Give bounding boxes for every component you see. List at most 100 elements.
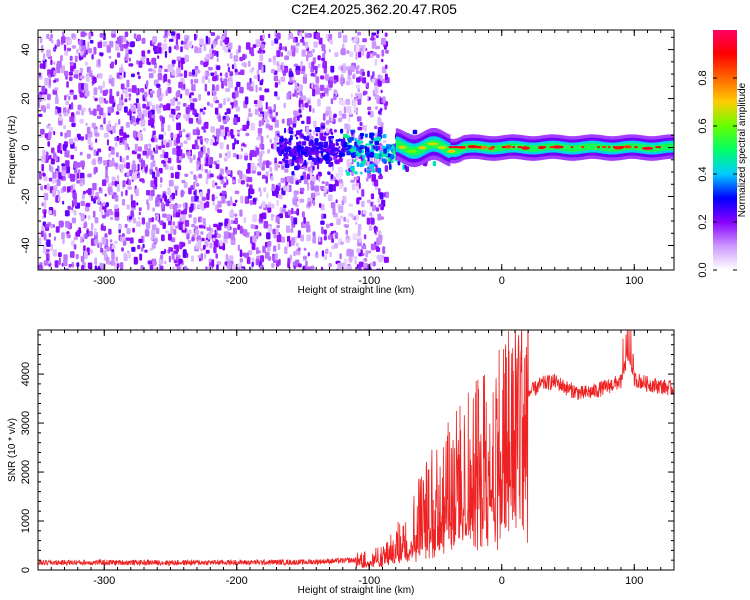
spectrogram-cell bbox=[269, 161, 272, 166]
spectrogram-cell bbox=[235, 106, 240, 110]
spectrogram-cell bbox=[215, 253, 218, 259]
spectrogram-cell bbox=[111, 32, 116, 38]
spectrogram-cell bbox=[375, 207, 380, 212]
spectrogram-cell bbox=[79, 182, 84, 187]
spectrogram-cell bbox=[291, 171, 295, 176]
spectrogram-cell bbox=[76, 180, 81, 184]
spectrogram-cell bbox=[156, 83, 161, 88]
spectrogram-cell bbox=[224, 176, 228, 180]
spectrogram-cell bbox=[68, 186, 71, 193]
spectrogram-cell bbox=[310, 72, 315, 77]
spectrogram-cell bbox=[89, 249, 93, 254]
spectrogram-cell bbox=[377, 118, 382, 126]
spectrogram-cell bbox=[340, 79, 344, 87]
spectrogram-cell bbox=[93, 149, 97, 156]
spectrogram-cell bbox=[109, 74, 113, 80]
spectrogram-cell bbox=[322, 229, 327, 234]
spectrogram-cell bbox=[295, 243, 299, 247]
spectrogram-cell bbox=[162, 213, 167, 218]
spectrogram-cell bbox=[572, 145, 576, 152]
spectrogram-cell bbox=[412, 129, 418, 135]
spectrogram-cell bbox=[196, 163, 199, 172]
spectrogram-cell bbox=[79, 67, 84, 74]
spectrogram-cell bbox=[239, 225, 243, 234]
spectrogram-cell bbox=[306, 224, 311, 233]
spectrogram-peak bbox=[491, 146, 495, 149]
spectrogram-cell bbox=[85, 202, 91, 207]
spectrogram-cell bbox=[321, 44, 326, 52]
spectrogram-cell bbox=[98, 85, 103, 90]
spectrogram-cell bbox=[654, 145, 658, 152]
spectrogram-cell bbox=[208, 66, 213, 71]
spectrogram-cell bbox=[152, 36, 158, 43]
spectrogram-cell bbox=[199, 108, 204, 112]
spectrogram-cell bbox=[55, 155, 58, 162]
spectrogram-cell bbox=[124, 98, 128, 103]
spectrogram-peak bbox=[560, 146, 564, 149]
spectrogram-cell bbox=[111, 180, 115, 186]
spectrogram-cell bbox=[313, 41, 318, 48]
spectrogram-cell bbox=[48, 37, 53, 42]
spectrogram-cell bbox=[46, 49, 51, 58]
spectrogram-cell bbox=[61, 232, 65, 240]
spectrogram-cell bbox=[274, 163, 278, 171]
spectrogram-cell bbox=[361, 50, 365, 56]
spectrogram-cell bbox=[328, 33, 333, 39]
spectrogram-cell bbox=[153, 45, 157, 51]
spectrogram-cell bbox=[375, 164, 378, 173]
spectrogram-cell bbox=[313, 200, 316, 206]
spectrogram-cell bbox=[315, 84, 319, 92]
spectrogram-cell bbox=[251, 170, 256, 174]
spectrogram-cell bbox=[192, 154, 196, 161]
spectrogram-cell bbox=[218, 115, 222, 122]
spectrogram-cell bbox=[150, 93, 153, 98]
spectrogram-cell bbox=[180, 93, 183, 99]
spectrogram-cell bbox=[325, 120, 330, 125]
spectrogram-cell bbox=[384, 165, 389, 172]
spectrogram-cell bbox=[384, 73, 388, 80]
spectrogram-cell bbox=[137, 163, 140, 172]
spectrogram-cell bbox=[397, 161, 401, 166]
spectrogram-cell bbox=[367, 111, 371, 116]
spectrogram-cell bbox=[245, 132, 250, 137]
spectrogram-cell bbox=[291, 237, 295, 246]
spectrogram-cell bbox=[88, 32, 92, 40]
spectrogram-cell bbox=[73, 137, 78, 142]
spectrogram-cell bbox=[139, 253, 143, 261]
spectrogram-cell bbox=[152, 104, 156, 110]
spectrogram-cell bbox=[366, 166, 370, 170]
spectrogram-cell bbox=[156, 90, 160, 98]
spectrogram-cell bbox=[288, 137, 292, 143]
spectrogram-cell bbox=[226, 179, 229, 185]
spectrogram-cell bbox=[109, 160, 113, 167]
spectrogram-cell bbox=[323, 132, 327, 136]
spectrogram-cell bbox=[146, 190, 151, 196]
spectrogram-cell bbox=[385, 49, 389, 54]
spectrogram-cell bbox=[382, 96, 386, 104]
spectrogram-cell bbox=[216, 264, 219, 270]
spectrogram-cell bbox=[198, 224, 204, 229]
spectrogram-peak bbox=[554, 146, 558, 149]
spectrogram-cell bbox=[118, 118, 121, 125]
spectrogram-cell bbox=[303, 137, 309, 140]
spectrogram-cell bbox=[232, 179, 236, 184]
spectrogram-cell bbox=[380, 89, 383, 94]
spectrogram-cell bbox=[99, 205, 102, 212]
spectrogram-cell bbox=[259, 154, 262, 161]
spectrogram-cell bbox=[308, 140, 312, 146]
spectrogram-cell bbox=[116, 111, 119, 115]
spectrogram-cell bbox=[56, 60, 62, 69]
spectrogram-cell bbox=[283, 142, 287, 148]
spectrogram-cell bbox=[132, 217, 137, 224]
spectrogram-cell bbox=[357, 224, 362, 231]
spectrogram-cell bbox=[283, 185, 288, 191]
spectrogram-cell bbox=[146, 199, 149, 205]
spectrogram-cell bbox=[150, 162, 153, 170]
spectrogram-cell bbox=[390, 154, 395, 160]
spectrogram-cell bbox=[43, 210, 46, 218]
spectrogram-cell bbox=[60, 131, 63, 137]
spectrogram-cell bbox=[53, 209, 57, 217]
spectrogram-cell bbox=[38, 100, 41, 108]
spectrogram-y-label: Frequency (Hz) bbox=[7, 116, 18, 185]
